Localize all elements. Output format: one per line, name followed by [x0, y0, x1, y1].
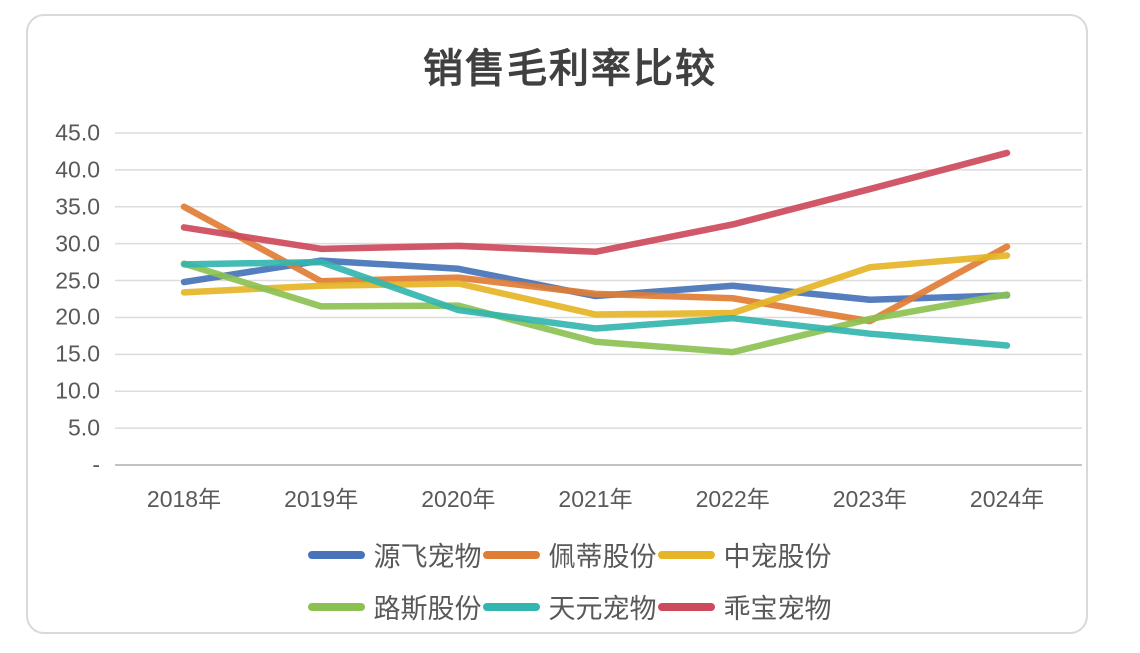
legend-color-swatch — [482, 550, 540, 559]
y-axis-tick-label: 30.0 — [55, 230, 100, 257]
legend-row: 路斯股份 天元宠物 乖宝宠物 — [307, 587, 833, 626]
legend-row: 源飞宠物 佩蒂股份 中宠股份 — [307, 535, 833, 574]
x-axis-tick-label: 2018年 — [146, 486, 222, 512]
series-line-5 — [180, 149, 1011, 256]
y-axis-tick-label: 25.0 — [55, 267, 100, 294]
legend-color-swatch — [307, 550, 365, 559]
chart-legend: 源飞宠物 佩蒂股份 中宠股份路斯股份 天元宠物 乖宝宠物 — [0, 535, 1140, 626]
y-axis-tick-label: - — [92, 451, 100, 478]
y-axis-tick-label: 10.0 — [55, 377, 100, 404]
legend-color-swatch — [657, 602, 715, 611]
legend-color-swatch — [482, 602, 540, 611]
x-axis-tick-label: 2021年 — [558, 486, 633, 512]
legend-item: 乖宝宠物 — [657, 587, 833, 626]
legend-item: 源飞宠物 — [307, 535, 483, 574]
y-axis-tick-label: 35.0 — [55, 193, 100, 220]
legend-label: 路斯股份 — [373, 594, 482, 624]
y-axis-tick-label: 15.0 — [55, 340, 100, 367]
y-axis-tick-label: 5.0 — [68, 414, 100, 441]
x-axis-tick-label: 2023年 — [832, 486, 907, 512]
legend-color-swatch — [657, 550, 715, 559]
series-line-3 — [180, 260, 1011, 356]
legend-item: 中宠股份 — [657, 535, 833, 574]
y-axis-tick-label: 20.0 — [55, 303, 100, 330]
legend-item: 佩蒂股份 — [482, 535, 658, 574]
legend-label: 佩蒂股份 — [548, 542, 657, 572]
legend-color-swatch — [307, 602, 365, 611]
x-axis-tick-label: 2022年 — [695, 486, 770, 512]
legend-label: 源飞宠物 — [373, 542, 482, 572]
series-line-4 — [180, 258, 1011, 349]
x-axis-tick-label: 2020年 — [421, 486, 496, 512]
legend-item: 路斯股份 — [307, 587, 483, 626]
chart-title: 销售毛利率比较 — [423, 46, 717, 91]
series-line-2 — [180, 252, 1011, 318]
x-axis-tick-label: 2019年 — [284, 486, 359, 512]
legend-label: 天元宠物 — [548, 594, 657, 624]
legend-label: 乖宝宠物 — [723, 594, 832, 624]
legend-item: 天元宠物 — [482, 587, 658, 626]
x-axis-tick-label: 2024年 — [969, 486, 1045, 512]
y-axis-tick-label: 45.0 — [55, 119, 100, 146]
legend-label: 中宠股份 — [723, 542, 832, 572]
y-axis-tick-label: 40.0 — [55, 156, 100, 183]
